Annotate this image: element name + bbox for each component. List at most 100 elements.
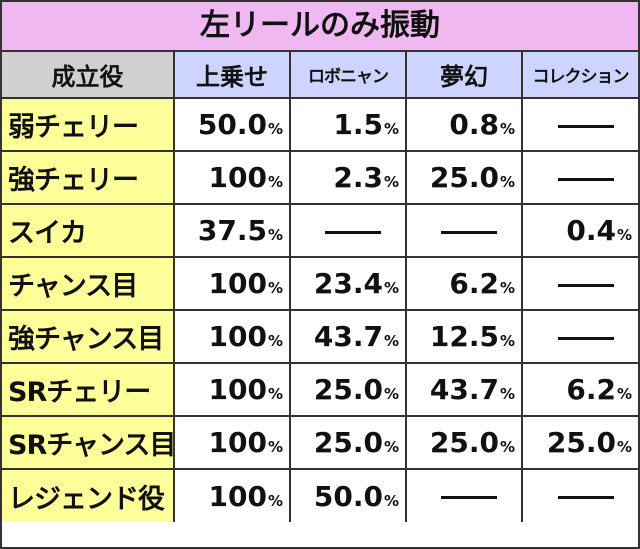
percent-unit: % [383,385,399,403]
value-number: 100 [208,161,267,194]
percent-unit: % [383,120,399,138]
value-number: 25.0 [429,426,499,459]
percent-unit: % [616,226,632,244]
value-number: 12.5 [429,320,499,353]
percent-unit: % [499,332,515,350]
value-cell: 43.7% [289,309,407,364]
table-row: SRチャンス目 100% 25.0% 25.0% 25.0% [2,415,638,470]
page-title: 左リールのみ振動 [2,2,638,52]
value-number: 43.7 [429,373,499,406]
row-label: スイカ [2,203,175,258]
dash-mark [558,283,614,287]
percent-unit: % [499,173,515,191]
value-cell [521,150,638,205]
value-cell: 2.3% [289,150,407,205]
value-cell: 25.0% [521,415,638,470]
percent-unit: % [267,120,283,138]
value-cell: 50.0% [173,98,291,152]
value-cell: 0.8% [405,98,523,152]
value-cell: 100% [173,362,291,417]
value-number: 25.0 [313,373,383,406]
percent-unit: % [383,332,399,350]
value-number: 23.4 [313,267,383,300]
value-cell: 23.4% [289,256,407,311]
row-label: 弱チェリー [2,98,175,152]
header-mugen: 夢幻 [405,52,523,99]
percent-unit: % [499,385,515,403]
dash-mark [325,230,381,234]
header-row: 成立役 上乗せ ロボニャン 夢幻 コレクション [2,52,638,99]
percent-unit: % [267,332,283,350]
value-cell [521,468,638,522]
header-uwanose: 上乗せ [173,52,291,99]
value-number: 2.3 [333,161,383,194]
value-cell: 50.0% [289,468,407,522]
table-row: SRチェリー 100% 25.0% 43.7% 6.2% [2,362,638,417]
table-row: スイカ 37.5% 0.4% [2,203,638,258]
row-label: SRチェリー [2,362,175,417]
row-label: チャンス目 [2,256,175,311]
table-row: レジェンド役 100% 50.0% [2,468,638,522]
value-number: 37.5 [197,214,267,247]
value-number: 25.0 [429,161,499,194]
value-cell: 25.0% [289,415,407,470]
percent-unit: % [616,385,632,403]
value-cell: 25.0% [405,150,523,205]
value-cell [405,203,523,258]
value-cell [521,98,638,152]
probability-table: 成立役 上乗せ ロボニャン 夢幻 コレクション 弱チェリー 50.0% 1.5% 0.… [2,52,638,522]
value-cell: 43.7% [405,362,523,417]
value-cell: 100% [173,468,291,522]
value-cell: 100% [173,256,291,311]
percent-unit: % [383,173,399,191]
value-cell [521,309,638,364]
value-cell: 0.4% [521,203,638,258]
value-number: 1.5 [333,108,383,141]
value-number: 43.7 [313,320,383,353]
value-number: 100 [208,320,267,353]
dash-mark [441,496,497,499]
header-collection: コレクション [521,52,638,99]
value-cell [521,256,638,311]
percent-unit: % [383,438,399,456]
value-number: 25.0 [313,426,383,459]
percent-unit: % [499,279,515,297]
value-number: 50.0 [197,108,267,141]
percent-unit: % [267,385,283,403]
percent-unit: % [616,438,632,456]
value-cell: 100% [173,415,291,470]
value-cell: 6.2% [521,362,638,417]
dash-mark [558,124,614,128]
value-cell: 100% [173,309,291,364]
value-number: 100 [208,426,267,459]
value-cell: 1.5% [289,98,407,152]
value-number: 6.2 [449,267,499,300]
value-cell: 37.5% [173,203,291,258]
value-number: 50.0 [313,479,383,513]
value-cell: 25.0% [405,415,523,470]
row-label: 強チャンス目 [2,309,175,364]
table-row: 強チェリー 100% 2.3% 25.0% [2,150,638,205]
percent-unit: % [267,173,283,191]
value-number: 0.4 [566,214,616,247]
value-number: 100 [208,373,267,406]
percent-unit: % [267,491,283,510]
value-cell [405,468,523,522]
dash-mark [558,336,614,340]
row-label: SRチャンス目 [2,415,175,470]
value-number: 100 [208,479,267,513]
table-row: 弱チェリー 50.0% 1.5% 0.8% [2,98,638,152]
value-cell: 12.5% [405,309,523,364]
row-label: レジェンド役 [2,468,175,522]
percent-unit: % [267,226,283,244]
percent-unit: % [383,279,399,297]
percent-unit: % [499,438,515,456]
value-cell: 100% [173,150,291,205]
value-number: 100 [208,267,267,300]
row-label: 強チェリー [2,150,175,205]
dash-mark [558,496,614,499]
header-robonyan: ロボニャン [289,52,407,99]
value-cell: 25.0% [289,362,407,417]
value-number: 25.0 [546,426,616,459]
